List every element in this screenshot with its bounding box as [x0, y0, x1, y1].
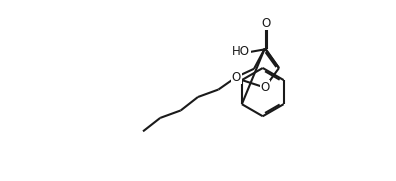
Text: O: O: [261, 17, 270, 30]
Text: O: O: [260, 81, 269, 94]
Text: O: O: [232, 71, 241, 83]
Text: HO: HO: [232, 45, 250, 58]
